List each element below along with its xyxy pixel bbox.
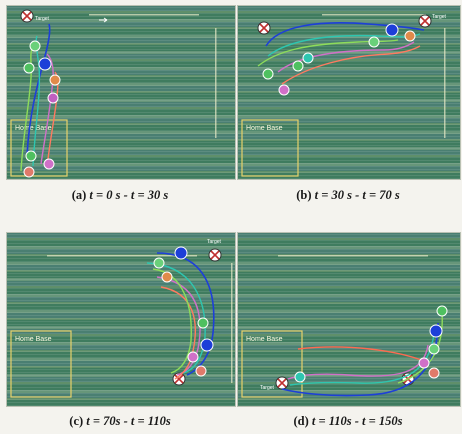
trajectory-blue	[281, 322, 439, 397]
trajectory-magenta	[156, 276, 201, 376]
trajectory-teal	[289, 332, 435, 386]
trajectory-blue	[265, 22, 425, 47]
caption-panel-c: (c) t = 70s - t = 110s	[69, 414, 171, 428]
home-base-label: Home Base	[246, 336, 283, 343]
trajectory-teal	[146, 262, 206, 374]
panel-c-image: Home Base Target	[6, 232, 236, 407]
robot-markers	[294, 305, 448, 383]
home-base-zone	[241, 330, 303, 398]
home-base-label: Home Base	[246, 125, 283, 132]
panel-b-image: Home Base Target	[237, 5, 461, 180]
robot-markers	[23, 40, 61, 178]
caption-panel-a: (a) t = 0 s - t = 30 s	[71, 188, 169, 202]
trajectory-magenta	[40, 53, 54, 165]
trajectory-green	[397, 312, 443, 384]
target-label: Target	[432, 14, 447, 20]
home-base-label: Home Base	[15, 336, 52, 343]
trajectory-green	[152, 268, 192, 374]
caption-panel-d: (d) t = 110s - t = 150s	[293, 414, 403, 428]
trajectory-red	[160, 286, 196, 380]
target-label: Target	[207, 239, 222, 245]
home-base-zone	[241, 119, 299, 177]
panel-a-image: Home Base Target	[6, 5, 236, 180]
panel-d-image: Home Base Target	[237, 232, 461, 407]
trajectory-green	[257, 39, 399, 67]
caption-panel-b: (b) t = 30 s - t = 70 s	[296, 188, 400, 202]
trajectory-blue	[156, 252, 215, 376]
home-base-label: Home Base	[15, 125, 52, 132]
target-label: Target	[35, 16, 50, 22]
robot-markers	[262, 23, 416, 96]
home-base-zone	[10, 119, 68, 177]
trajectory-red	[297, 346, 425, 362]
robot-markers	[153, 246, 214, 377]
home-base-zone	[10, 330, 72, 398]
trajectory-red	[281, 45, 421, 85]
trajectory-green	[20, 45, 34, 172]
target-label: Target	[260, 385, 275, 391]
